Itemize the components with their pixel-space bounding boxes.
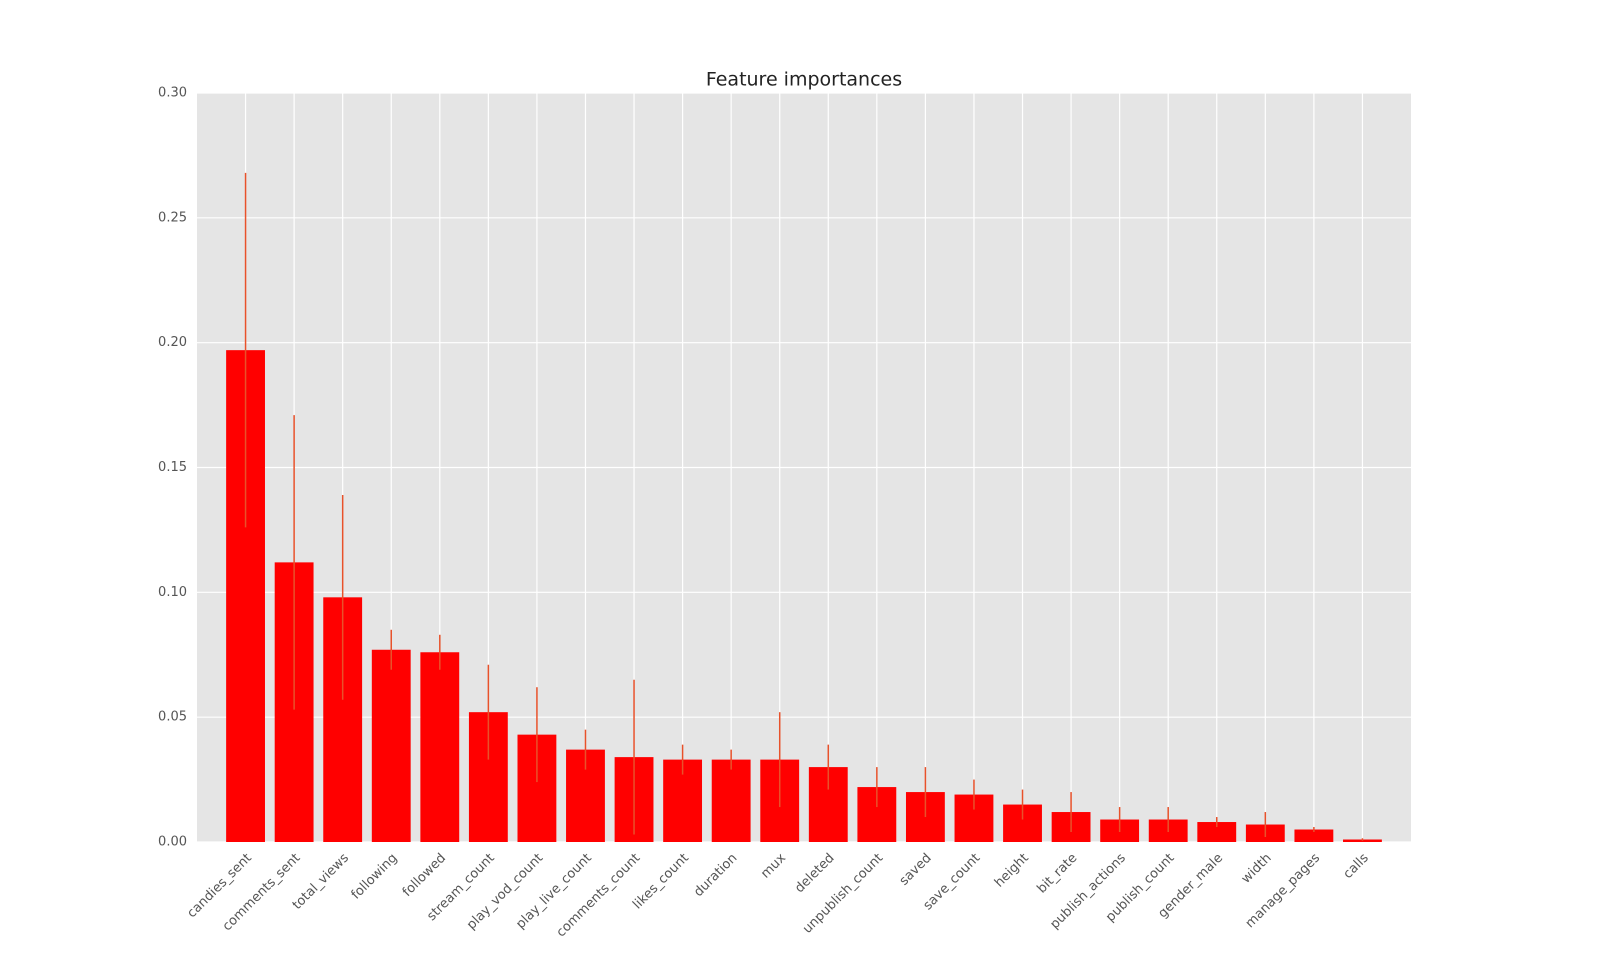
y-tick-label: 0.10 bbox=[158, 585, 187, 600]
x-tick-label: following bbox=[349, 851, 401, 903]
y-tick-label: 0.00 bbox=[158, 835, 187, 850]
y-tick-label: 0.15 bbox=[158, 460, 187, 475]
x-tick-label: comments_count bbox=[554, 851, 644, 941]
x-tick-label: mux bbox=[758, 850, 789, 881]
chart-title: Feature importances bbox=[706, 69, 902, 91]
y-tick-label: 0.20 bbox=[158, 335, 187, 350]
y-tick-label: 0.05 bbox=[158, 710, 187, 725]
bar bbox=[420, 652, 460, 842]
y-tick-label: 0.25 bbox=[158, 210, 187, 225]
x-tick-label: followed bbox=[400, 851, 449, 900]
y-tick-label: 0.30 bbox=[158, 86, 187, 101]
bar bbox=[371, 649, 411, 842]
x-tick-label: height bbox=[992, 851, 1032, 891]
bar bbox=[1294, 829, 1334, 842]
x-tick-label: saved bbox=[897, 851, 935, 889]
x-tick-label: width bbox=[1239, 851, 1275, 887]
bar bbox=[1343, 839, 1382, 842]
x-tick-label: bit_rate bbox=[1035, 851, 1081, 897]
bar bbox=[1197, 822, 1237, 842]
x-tick-label: duration bbox=[691, 851, 740, 900]
bar bbox=[711, 759, 751, 842]
x-tick-label: deleted bbox=[792, 851, 837, 896]
x-tick-label: calls bbox=[1341, 851, 1372, 882]
